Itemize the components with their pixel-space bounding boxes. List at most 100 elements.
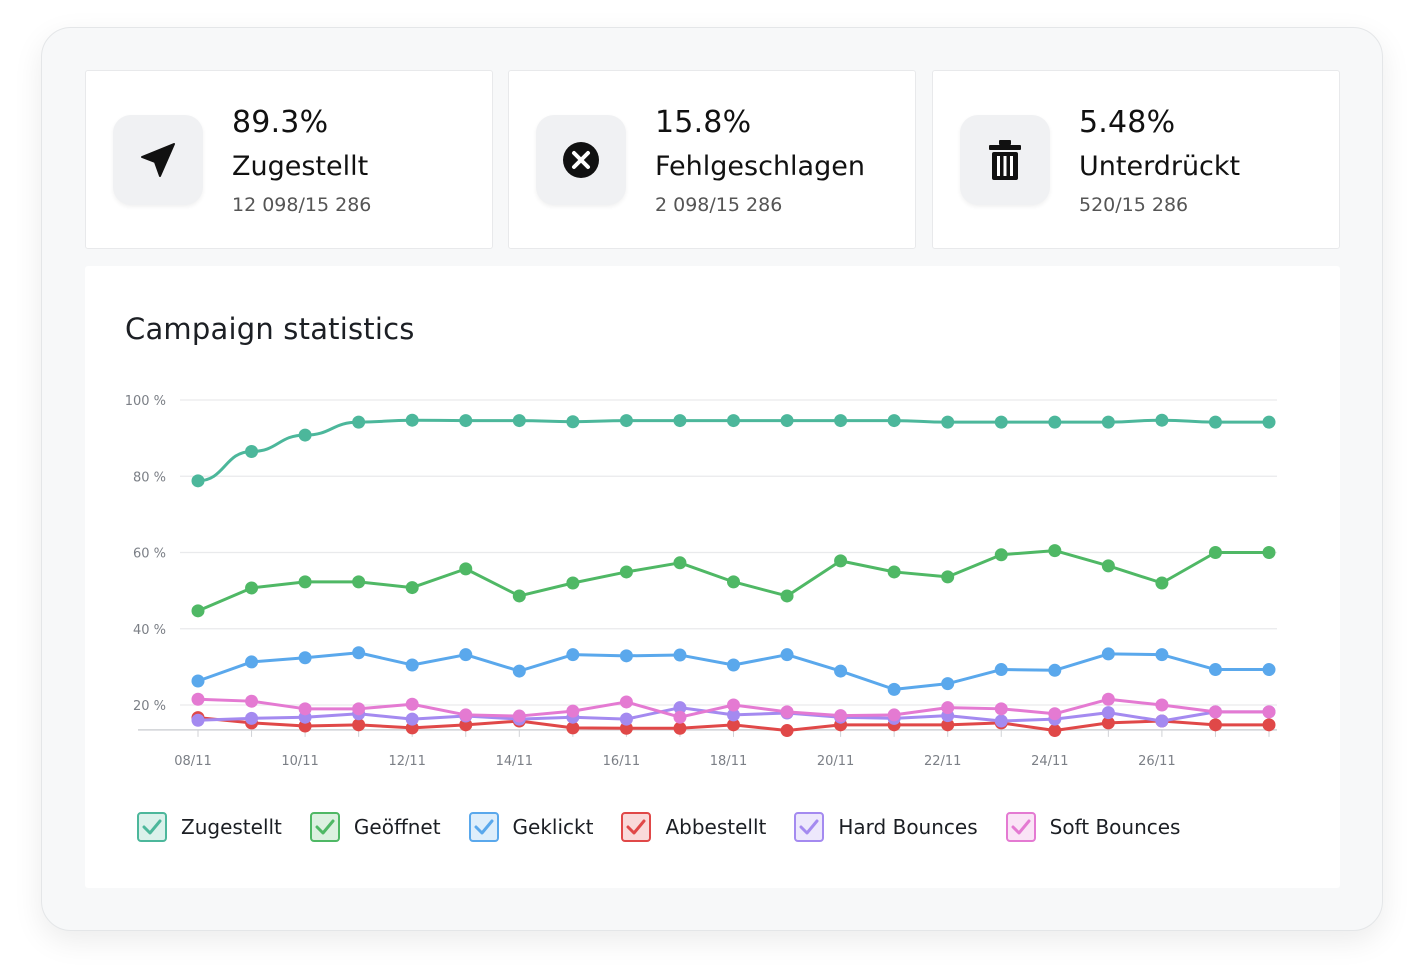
data-point [673, 721, 687, 735]
legend-item[interactable]: Zugestellt [137, 812, 282, 842]
data-point [1101, 716, 1115, 730]
data-point [566, 704, 580, 718]
x-tick-label: 08/11 [174, 754, 211, 769]
data-point [245, 655, 259, 669]
y-tick-label: 40 % [133, 623, 166, 638]
data-point [1155, 648, 1169, 662]
legend-item[interactable]: Geklickt [468, 812, 593, 842]
data-point [1262, 718, 1276, 732]
data-point [566, 648, 580, 662]
data-point [619, 649, 633, 663]
data-point [619, 721, 633, 735]
data-point [887, 682, 901, 696]
data-point [887, 414, 901, 428]
data-point [994, 714, 1008, 728]
data-point [727, 414, 740, 428]
legend-item[interactable]: Hard Bounces [794, 812, 978, 842]
x-circle-icon [536, 115, 626, 205]
legend-checkbox[interactable] [468, 812, 499, 842]
data-point [994, 663, 1008, 677]
data-point [834, 414, 848, 428]
data-point [673, 701, 687, 715]
legend-item[interactable]: Abbestellt [621, 812, 766, 842]
trash-icon [960, 115, 1050, 205]
stat-percent: 5.48% [1079, 105, 1176, 140]
data-point [887, 708, 901, 722]
stat-label: Unterdrückt [1079, 151, 1241, 182]
data-point [1101, 706, 1115, 720]
data-point [405, 712, 419, 726]
legend-item[interactable]: Soft Bounces [1005, 812, 1181, 842]
data-point [941, 677, 955, 691]
data-point [1208, 718, 1222, 732]
legend-label: Zugestellt [181, 815, 282, 839]
data-point [245, 694, 259, 708]
check-icon [799, 819, 819, 835]
legend-checkbox[interactable] [621, 812, 652, 842]
data-point [780, 724, 794, 738]
x-tick-label: 24/11 [1031, 754, 1068, 769]
data-point [245, 444, 259, 458]
stat-percent: 15.8% [655, 105, 752, 140]
stat-percent: 89.3% [232, 105, 329, 140]
x-tick-label: 10/11 [281, 754, 318, 769]
data-point [1048, 544, 1062, 558]
data-point [1101, 415, 1115, 429]
check-icon [626, 819, 646, 835]
data-point [512, 709, 526, 723]
data-point [191, 713, 205, 727]
series-line [197, 418, 1269, 483]
legend-checkbox[interactable] [1005, 812, 1036, 842]
send-icon [113, 115, 203, 205]
data-point [1208, 705, 1222, 719]
data-point [352, 415, 366, 429]
data-point [1101, 559, 1115, 573]
check-icon [1011, 819, 1031, 835]
legend-label: Soft Bounces [1049, 815, 1181, 839]
data-point [191, 474, 205, 488]
data-point [994, 702, 1008, 716]
data-point [619, 695, 633, 709]
data-point [245, 711, 259, 725]
data-point [780, 589, 794, 603]
data-point [191, 692, 205, 706]
legend-checkbox[interactable] [309, 812, 340, 842]
data-point [459, 648, 473, 662]
stat-card-suppressed: 5.48% Unterdrückt 520/15 286 [932, 70, 1340, 249]
data-point [727, 575, 740, 589]
check-icon [474, 819, 494, 835]
data-point [941, 415, 955, 429]
legend-checkbox[interactable] [794, 812, 825, 842]
data-point [1262, 705, 1276, 719]
legend-checkbox[interactable] [137, 812, 167, 842]
data-point [727, 658, 740, 672]
chart-panel: Campaign statistics Zugestellt Geöffnet Ge… [85, 266, 1340, 888]
data-point [834, 709, 848, 723]
data-point [780, 648, 794, 662]
x-tick-label: 22/11 [924, 754, 961, 769]
data-point [405, 697, 419, 711]
data-point [1048, 724, 1062, 738]
data-point [1155, 576, 1169, 590]
x-tick-label: 14/11 [496, 754, 533, 769]
data-point [1101, 692, 1115, 706]
legend-item[interactable]: Geöffnet [309, 812, 441, 842]
chart-legend: Zugestellt Geöffnet Geklickt Abbestellt Hard… [137, 812, 1208, 842]
y-tick-label: 100 % [125, 394, 166, 409]
data-point [780, 414, 794, 428]
data-point [566, 721, 580, 735]
x-tick-label: 26/11 [1138, 754, 1175, 769]
data-point [298, 651, 312, 665]
y-tick-label: 60 % [133, 547, 166, 562]
data-point [352, 575, 366, 589]
data-point [1262, 663, 1276, 677]
stat-count: 12 098/15 286 [232, 194, 372, 216]
stat-count: 2 098/15 286 [655, 194, 783, 216]
data-point [1155, 698, 1169, 712]
data-point [512, 664, 526, 678]
data-point [727, 718, 740, 732]
data-point [994, 548, 1008, 562]
data-point [941, 570, 955, 584]
stat-card-delivered: 89.3% Zugestellt 12 098/15 286 [85, 70, 493, 249]
